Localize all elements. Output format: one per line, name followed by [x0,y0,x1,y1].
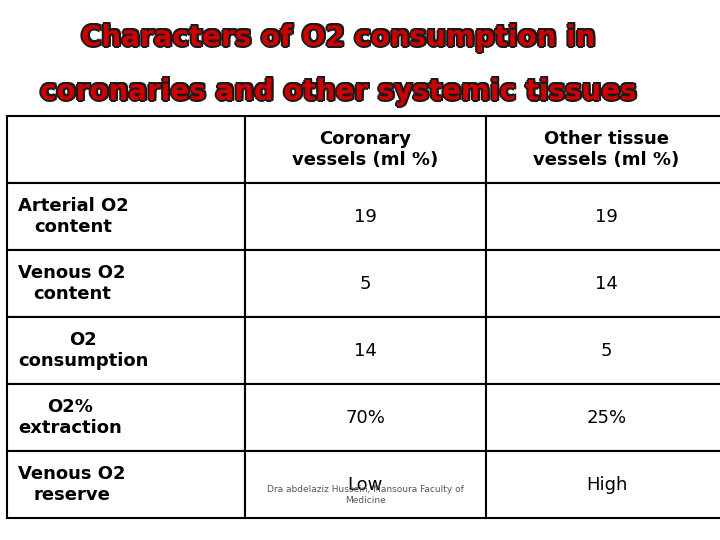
Text: O2%
extraction: O2% extraction [18,399,122,437]
Text: Characters of O2 consumption in: Characters of O2 consumption in [84,24,598,52]
Text: coronaries and other systemic tissues: coronaries and other systemic tissues [40,76,636,104]
Text: O2
consumption: O2 consumption [18,332,148,370]
Text: coronaries and other systemic tissues: coronaries and other systemic tissues [39,79,635,107]
Text: 25%: 25% [587,409,626,427]
Text: coronaries and other systemic tissues: coronaries and other systemic tissues [39,76,635,104]
Text: 14: 14 [354,342,377,360]
Text: 5: 5 [601,342,612,360]
Text: Characters of O2 consumption in: Characters of O2 consumption in [80,25,594,53]
Text: Coronary
vessels (ml %): Coronary vessels (ml %) [292,130,438,169]
Text: Characters of O2 consumption in: Characters of O2 consumption in [81,22,595,50]
Text: 19: 19 [595,208,618,226]
Text: Dra abdelaziz Hussein, Mansoura Faculty of
Medicine: Dra abdelaziz Hussein, Mansoura Faculty … [267,485,464,505]
Text: coronaries and other systemic tissues: coronaries and other systemic tissues [42,78,639,106]
Text: Characters of O2 consumption in: Characters of O2 consumption in [83,25,597,53]
Text: 14: 14 [595,275,618,293]
Text: Venous O2
reserve: Venous O2 reserve [18,465,125,504]
Text: 19: 19 [354,208,377,226]
Text: 5: 5 [360,275,371,293]
Text: Characters of O2 consumption in: Characters of O2 consumption in [83,22,597,50]
Text: High: High [586,476,627,494]
Text: Arterial O2
content: Arterial O2 content [18,197,129,236]
Text: coronaries and other systemic tissues: coronaries and other systemic tissues [40,80,636,108]
Text: Other tissue
vessels (ml %): Other tissue vessels (ml %) [534,130,680,169]
Text: Venous O2
content: Venous O2 content [18,264,125,303]
Text: Characters of O2 consumption in: Characters of O2 consumption in [81,24,595,52]
Text: Characters of O2 consumption in: Characters of O2 consumption in [80,22,594,50]
Text: Characters of O2 consumption in: Characters of O2 consumption in [79,24,593,52]
Text: coronaries and other systemic tissues: coronaries and other systemic tissues [40,78,636,106]
Text: Low: Low [348,476,383,494]
Text: coronaries and other systemic tissues: coronaries and other systemic tissues [42,76,638,104]
Text: coronaries and other systemic tissues: coronaries and other systemic tissues [42,79,638,107]
Text: coronaries and other systemic tissues: coronaries and other systemic tissues [38,78,635,106]
Text: 70%: 70% [346,409,385,427]
Text: Characters of O2 consumption in: Characters of O2 consumption in [81,26,595,54]
